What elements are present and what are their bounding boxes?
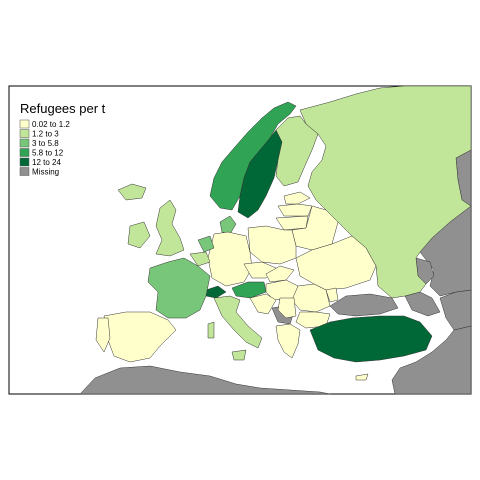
black-sea-region: [329, 293, 399, 317]
cyprus: [355, 373, 369, 381]
portugal: [95, 317, 111, 353]
legend-swatch: [19, 138, 30, 148]
legend-label: 12 to 24: [32, 158, 61, 167]
sardinia: [207, 321, 215, 339]
ukraine: [295, 235, 377, 291]
middle-east: [391, 325, 472, 395]
slovakia: [265, 265, 295, 283]
latvia: [277, 203, 313, 217]
serbia: [277, 297, 297, 319]
united-kingdom: [155, 199, 185, 257]
legend-label: Missing: [32, 168, 59, 177]
estonia: [283, 191, 311, 205]
belgium: [189, 251, 211, 267]
netherlands: [197, 235, 215, 253]
france: [147, 257, 211, 319]
italy: [213, 295, 263, 349]
north-africa: [79, 365, 331, 395]
sicily: [231, 349, 247, 361]
moldova: [325, 287, 339, 303]
croatia-slovenia: [249, 293, 277, 315]
legend-swatch: [19, 129, 30, 138]
legend-label: 5.8 to 12: [32, 149, 64, 158]
legend-swatch: [19, 119, 30, 129]
turkey: [309, 315, 433, 363]
germany: [207, 231, 253, 287]
russia: [299, 85, 472, 299]
ireland: [127, 221, 151, 249]
spain: [103, 311, 177, 363]
finland: [275, 115, 319, 187]
legend-swatch: [19, 157, 30, 167]
legend-label: 3 to 5.8: [32, 139, 59, 148]
belarus: [291, 205, 339, 251]
legend-swatch: [19, 148, 30, 157]
legend-swatch: [19, 167, 30, 176]
legend-label: 1.2 to 3: [32, 130, 59, 139]
poland: [247, 225, 297, 265]
iceland: [117, 183, 147, 201]
greece: [275, 323, 301, 359]
map-legend: Refugees per t 0.02 to 1.21.2 to 33 to 5…: [19, 101, 106, 177]
denmark: [219, 215, 237, 235]
country-shapes: [79, 85, 472, 395]
legend-label: 0.02 to 1.2: [32, 120, 70, 129]
legend-title: Refugees per t: [20, 101, 106, 116]
